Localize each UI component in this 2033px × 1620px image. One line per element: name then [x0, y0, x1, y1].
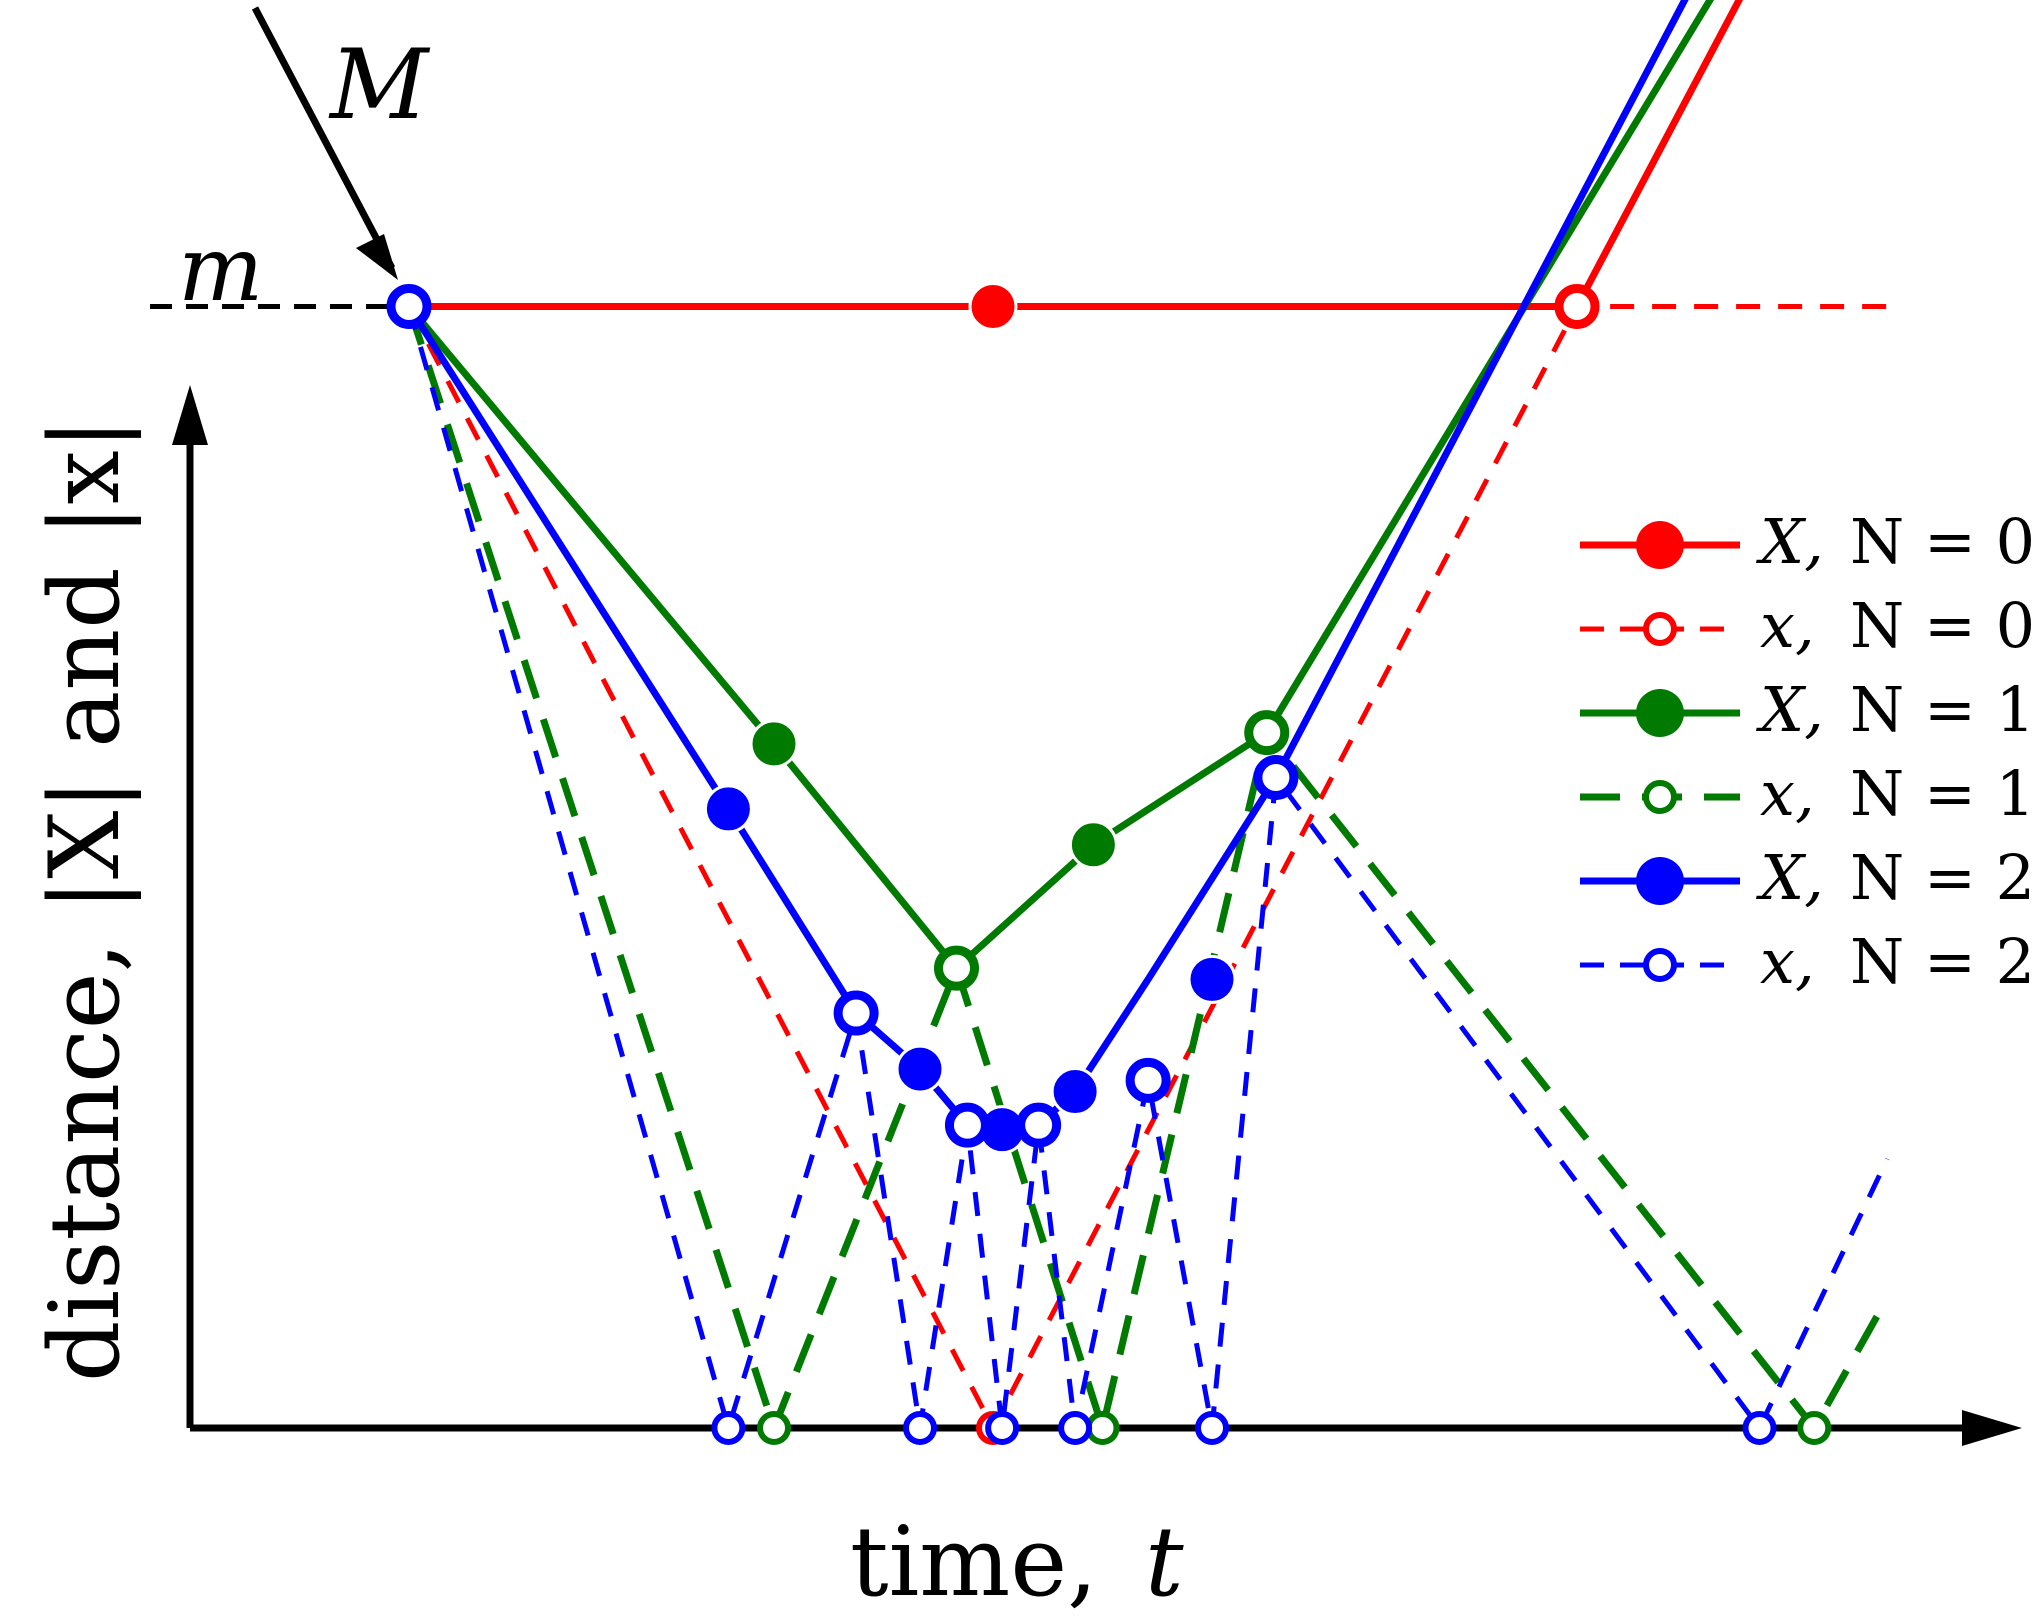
legend-entry-x-n2: X, N = 2	[1580, 841, 2033, 914]
y-axis-label: distance, |X| and |x|	[29, 418, 141, 1382]
legend-entry-var: x,	[1760, 589, 1815, 662]
legend-entry-x-n1: X, N = 1	[1580, 673, 2033, 746]
legend-entry-text: N = 2	[1850, 841, 2033, 914]
marker-layer	[386, 281, 1832, 1445]
axes	[150, 303, 2022, 1446]
marker-open-x-n2	[903, 1411, 937, 1445]
marker-filled-x-n1	[1068, 820, 1118, 870]
marker-filled-x-n2	[1050, 1067, 1100, 1117]
y-axis-arrowhead	[172, 385, 208, 445]
legend-entry-var: X,	[1756, 673, 1824, 746]
marker-open-x-n2	[1016, 1102, 1062, 1148]
marker-filled-x-n2	[703, 784, 753, 834]
legend-entry-x-n1: x, N = 1	[1580, 757, 2033, 830]
marker-open-x-n2	[1253, 755, 1299, 801]
marker-filled-x-n0	[968, 281, 1018, 331]
legend-marker-open	[1643, 948, 1677, 982]
marker-open-x-n0	[1554, 283, 1600, 329]
big-mass-arrow	[251, 6, 396, 270]
marker-open-x-n2	[1742, 1411, 1777, 1445]
legend-entry-x-n2: x, N = 2	[1580, 925, 2033, 998]
small-mass-label: m	[178, 217, 263, 322]
x-axis-label-var: t	[1145, 1506, 1184, 1618]
x-axis-label: time, t	[850, 1506, 1184, 1618]
marker-open-x-n1	[1085, 1411, 1120, 1445]
series-line-x-n1	[406, 0, 1715, 972]
legend-entry-text: N = 1	[1850, 673, 2033, 746]
marker-open-x-n2	[1125, 1057, 1171, 1103]
legend-marker-filled	[1636, 521, 1684, 569]
marker-open-x-n1	[1244, 710, 1290, 756]
legend-entry-var: X,	[1756, 505, 1824, 578]
legend-marker-open	[1643, 612, 1677, 646]
legend-entry-text: N = 1	[1850, 757, 2033, 830]
marker-open-x-n2	[1195, 1411, 1229, 1445]
legend: X, N = 0 x, N = 0 X, N = 1 x, N = 1 X, N = 2 x, N =…	[1580, 505, 2033, 998]
marker-open-x-n2	[944, 1102, 990, 1148]
marker-open-x-n2	[711, 1411, 746, 1445]
marker-open-x-n1	[1797, 1411, 1832, 1445]
legend-entry-text: N = 0	[1850, 505, 2033, 578]
marker-filled-x-n2	[1187, 954, 1237, 1004]
legend-marker-filled	[1636, 689, 1684, 737]
legend-entry-var: X,	[1756, 841, 1824, 914]
marker-open-x-n2	[985, 1411, 1020, 1445]
marker-open-x-n1	[757, 1411, 791, 1445]
marker-open-x-n2	[1058, 1411, 1093, 1445]
legend-marker-filled	[1636, 857, 1684, 905]
legend-entry-x-n0: X, N = 0	[1580, 505, 2033, 578]
marker-open-x-n1	[934, 945, 979, 991]
legend-entry-var: x,	[1760, 925, 1815, 998]
series-line-x-n0	[409, 0, 1744, 310]
x-axis-arrowhead	[1962, 1410, 2022, 1446]
legend-entry-var: x,	[1760, 757, 1815, 830]
series-line-x-n2	[406, 0, 1689, 1134]
marker-open-x-n2	[833, 990, 879, 1036]
marker-filled-x-n2	[895, 1044, 945, 1094]
legend-entry-x-n0: x, N = 0	[1580, 589, 2033, 662]
legend-marker-open	[1643, 780, 1677, 814]
big-mass-arrowhead	[356, 234, 398, 280]
big-mass-label: M	[328, 29, 431, 141]
series-line-x-n0	[406, 304, 1888, 1431]
marker-filled-x-n1	[749, 719, 799, 769]
legend-entry-text: N = 2	[1850, 925, 2033, 998]
legend-entry-text: N = 0	[1850, 589, 2033, 662]
marker-open-x-n2	[386, 283, 432, 329]
x-axis-label-main: time,	[850, 1506, 1098, 1618]
